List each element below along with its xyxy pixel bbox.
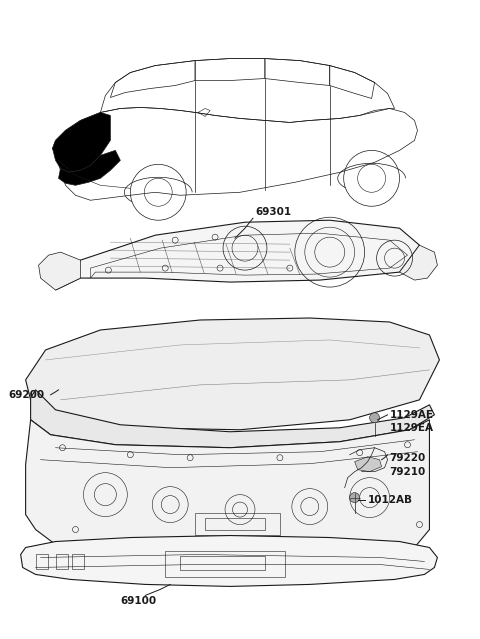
Bar [165,551,285,578]
Text: 1129EA: 1129EA [390,423,433,433]
Text: 69200: 69200 [9,390,45,400]
Bar [195,512,280,535]
Polygon shape [25,420,430,567]
Text: 69301: 69301 [255,207,291,217]
Circle shape [370,413,380,423]
Bar [56,555,68,569]
Bar [36,555,48,569]
Polygon shape [25,318,439,430]
Text: 79210: 79210 [390,466,426,477]
Text: 1129AE: 1129AE [390,410,433,420]
Bar [180,557,265,571]
Polygon shape [52,112,110,173]
Polygon shape [21,535,437,587]
Polygon shape [56,220,420,290]
Text: 79220: 79220 [390,452,426,463]
Polygon shape [355,457,382,472]
Polygon shape [38,252,81,290]
Text: 69100: 69100 [120,596,156,606]
Bar [72,555,84,569]
Circle shape [350,493,360,503]
Polygon shape [31,390,434,448]
Text: 1012AB: 1012AB [368,495,413,505]
Polygon shape [59,150,120,185]
Polygon shape [399,245,437,280]
Bar [205,518,265,530]
